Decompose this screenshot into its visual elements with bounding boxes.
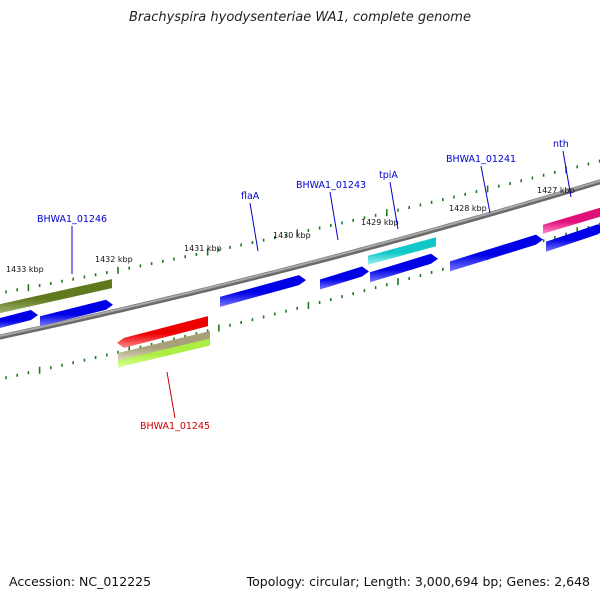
genome-backbone-highlight [0, 179, 600, 338]
gene-label: nth [553, 139, 569, 150]
gene-leader-line [329, 191, 339, 241]
accession-text: Accession: NC_012225 [9, 574, 152, 589]
scale-label: 1428 kbp [449, 204, 487, 213]
gene-leader-line [389, 181, 399, 230]
gene-label: BHWA1_01245 [140, 421, 210, 432]
gene-arrow-reverse [117, 316, 208, 348]
gene-arrow [220, 275, 306, 307]
scale-label: 1432 kbp [95, 255, 133, 264]
gene-arrow [370, 253, 438, 283]
map-title: Brachyspira hyodysenteriae WA1, complete… [129, 10, 471, 25]
gene-feature-olive [0, 279, 112, 314]
gene-label: BHWA1_01243 [296, 180, 366, 191]
gene-arrow [320, 266, 369, 290]
gene-feature-pink [543, 207, 600, 234]
gene-feature-tan [118, 331, 210, 361]
scale-label: 1430 kbp [273, 231, 311, 240]
gene-leader-line [562, 150, 572, 198]
gene-arrow [546, 224, 600, 252]
gene-leader-line [480, 165, 491, 214]
topology-summary: Topology: circular; Length: 3,000,694 bp… [246, 574, 590, 589]
gene-arrow [0, 310, 38, 328]
gene-feature-lime [118, 338, 210, 368]
scale-label: 1429 kbp [361, 218, 399, 227]
gene-leader-line [166, 371, 176, 419]
gene-leader-line [249, 202, 259, 252]
gene-label: BHWA1_01241 [446, 154, 516, 165]
gene-label: BHWA1_01246 [37, 214, 107, 225]
gene-label: flaA [241, 191, 260, 202]
scale-label: 1431 kbp [184, 244, 222, 253]
gene-arrow [40, 299, 113, 327]
gene-label: tpiA [379, 170, 398, 181]
scale-label: 1433 kbp [6, 265, 44, 274]
gene-feature-cyan [368, 237, 436, 265]
scale-label: 1427 kbp [537, 186, 575, 195]
gene-arrow [450, 234, 543, 272]
